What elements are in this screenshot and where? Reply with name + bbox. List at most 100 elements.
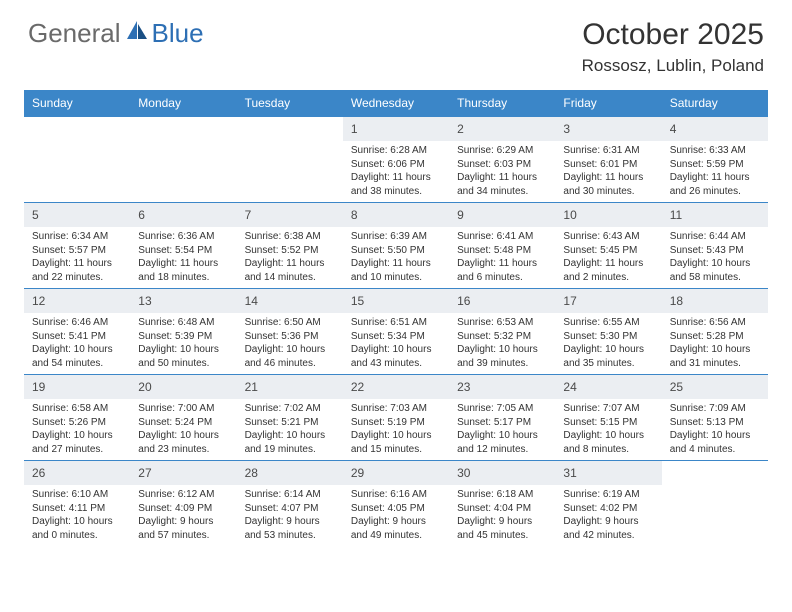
month-title: October 2025 [582, 18, 764, 52]
day-body: Sunrise: 6:43 AMSunset: 5:45 PMDaylight:… [555, 227, 661, 288]
day-line: Sunset: 5:52 PM [245, 244, 339, 258]
day-cell: 8 Sunrise: 6:39 AMSunset: 5:50 PMDaylight… [343, 203, 449, 289]
daynum-wrap: 3 [555, 117, 661, 141]
daynum-wrap: 19 [24, 375, 130, 399]
page-header: General Blue October 2025 Rossosz, Lubli… [0, 0, 792, 84]
day-cell: 27Sunrise: 6:12 AMSunset: 4:09 PMDayligh… [130, 461, 236, 547]
day-line: Daylight: 11 hours [457, 257, 551, 271]
day-body: Sunrise: 6:29 AMSunset: 6:03 PMDaylight:… [449, 141, 555, 202]
dayhead-tue: Tuesday [237, 90, 343, 117]
day-line: Sunset: 5:54 PM [138, 244, 232, 258]
day-body: Sunrise: 7:03 AMSunset: 5:19 PMDaylight:… [343, 399, 449, 460]
day-line: Sunrise: 6:31 AM [563, 144, 657, 158]
day-number: 6 [138, 208, 145, 222]
week-row: 5Sunrise: 6:34 AMSunset: 5:57 PMDaylight… [24, 203, 768, 289]
daynum-wrap: 11 [662, 203, 768, 227]
day-number: 8 [351, 208, 358, 222]
day-line: Daylight: 11 hours [351, 257, 445, 271]
day-line: Daylight: 11 hours [670, 171, 764, 185]
week-row: 19Sunrise: 6:58 AMSunset: 5:26 PMDayligh… [24, 375, 768, 461]
day-line: and 27 minutes. [32, 443, 126, 457]
day-body: Sunrise: 6:41 AMSunset: 5:48 PMDaylight:… [449, 227, 555, 288]
day-cell: 25Sunrise: 7:09 AMSunset: 5:13 PMDayligh… [662, 375, 768, 461]
day-line: Daylight: 11 hours [563, 171, 657, 185]
day-cell: 24Sunrise: 7:07 AMSunset: 5:15 PMDayligh… [555, 375, 661, 461]
day-line: Daylight: 11 hours [245, 257, 339, 271]
day-line: Daylight: 10 hours [351, 429, 445, 443]
title-block: October 2025 Rossosz, Lublin, Poland [582, 18, 764, 76]
day-line: and 30 minutes. [563, 185, 657, 199]
logo: General Blue [28, 18, 204, 49]
day-body: Sunrise: 6:14 AMSunset: 4:07 PMDaylight:… [237, 485, 343, 546]
day-line: and 50 minutes. [138, 357, 232, 371]
day-number: 14 [245, 294, 258, 308]
day-line: Sunrise: 6:43 AM [563, 230, 657, 244]
daynum-wrap: 26 [24, 461, 130, 485]
daynum-wrap: 12 [24, 289, 130, 313]
day-line: Sunrise: 6:56 AM [670, 316, 764, 330]
daynum-wrap: 18 [662, 289, 768, 313]
day-body: Sunrise: 7:07 AMSunset: 5:15 PMDaylight:… [555, 399, 661, 460]
day-line: Sunrise: 6:36 AM [138, 230, 232, 244]
day-line: Sunset: 5:24 PM [138, 416, 232, 430]
day-line: Sunrise: 6:39 AM [351, 230, 445, 244]
day-cell: 2Sunrise: 6:29 AMSunset: 6:03 PMDaylight… [449, 117, 555, 203]
day-line: Sunrise: 6:29 AM [457, 144, 551, 158]
day-line: Daylight: 10 hours [670, 429, 764, 443]
day-cell: 22Sunrise: 7:03 AMSunset: 5:19 PMDayligh… [343, 375, 449, 461]
day-line: and 42 minutes. [563, 529, 657, 543]
day-line: Sunset: 5:41 PM [32, 330, 126, 344]
day-line: Daylight: 9 hours [245, 515, 339, 529]
day-line: and 49 minutes. [351, 529, 445, 543]
day-line: Sunset: 5:30 PM [563, 330, 657, 344]
day-line: Sunset: 6:03 PM [457, 158, 551, 172]
day-line: Daylight: 10 hours [563, 343, 657, 357]
day-line: Sunset: 5:36 PM [245, 330, 339, 344]
day-line: and 2 minutes. [563, 271, 657, 285]
daynum-wrap: 17 [555, 289, 661, 313]
day-body: Sunrise: 6:28 AMSunset: 6:06 PMDaylight:… [343, 141, 449, 202]
day-body: Sunrise: 6:34 AMSunset: 5:57 PMDaylight:… [24, 227, 130, 288]
day-line: Sunset: 6:06 PM [351, 158, 445, 172]
day-line: Daylight: 10 hours [245, 343, 339, 357]
day-line: Sunrise: 7:00 AM [138, 402, 232, 416]
day-number: 9 [457, 208, 464, 222]
daynum-wrap: 10 [555, 203, 661, 227]
day-body: Sunrise: 6:18 AMSunset: 4:04 PMDaylight:… [449, 485, 555, 546]
day-line: Sunset: 5:43 PM [670, 244, 764, 258]
day-number: 15 [351, 294, 364, 308]
day-line: Sunset: 5:21 PM [245, 416, 339, 430]
daynum-wrap: 9 [449, 203, 555, 227]
day-line: and 8 minutes. [563, 443, 657, 457]
day-line: Daylight: 10 hours [670, 343, 764, 357]
day-line: Daylight: 10 hours [457, 343, 551, 357]
dayhead-sat: Saturday [662, 90, 768, 117]
day-line: Sunset: 5:57 PM [32, 244, 126, 258]
day-line: Sunrise: 6:51 AM [351, 316, 445, 330]
day-line: Sunrise: 6:48 AM [138, 316, 232, 330]
day-line: Sunset: 5:17 PM [457, 416, 551, 430]
daynum-wrap: 8 [343, 203, 449, 227]
day-number: 20 [138, 380, 151, 394]
day-line: Sunset: 5:39 PM [138, 330, 232, 344]
day-line: Sunset: 5:45 PM [563, 244, 657, 258]
daynum-wrap: 24 [555, 375, 661, 399]
day-number: 1 [351, 122, 358, 136]
day-number: 18 [670, 294, 683, 308]
day-line: Sunrise: 7:03 AM [351, 402, 445, 416]
daynum-wrap: 7 [237, 203, 343, 227]
day-cell: 7Sunrise: 6:38 AMSunset: 5:52 PMDaylight… [237, 203, 343, 289]
daynum-wrap: 13 [130, 289, 236, 313]
day-line: Sunrise: 7:09 AM [670, 402, 764, 416]
day-cell: 16Sunrise: 6:53 AMSunset: 5:32 PMDayligh… [449, 289, 555, 375]
logo-sail-icon [125, 19, 149, 48]
day-cell: 4Sunrise: 6:33 AMSunset: 5:59 PMDaylight… [662, 117, 768, 203]
day-cell: 9 Sunrise: 6:41 AMSunset: 5:48 PMDaylight… [449, 203, 555, 289]
day-line: Sunrise: 6:50 AM [245, 316, 339, 330]
day-number: 29 [351, 466, 364, 480]
day-line: Daylight: 11 hours [351, 171, 445, 185]
day-number: 11 [670, 208, 682, 222]
day-cell: 13Sunrise: 6:48 AMSunset: 5:39 PMDayligh… [130, 289, 236, 375]
day-line: Sunset: 5:50 PM [351, 244, 445, 258]
day-line: and 46 minutes. [245, 357, 339, 371]
